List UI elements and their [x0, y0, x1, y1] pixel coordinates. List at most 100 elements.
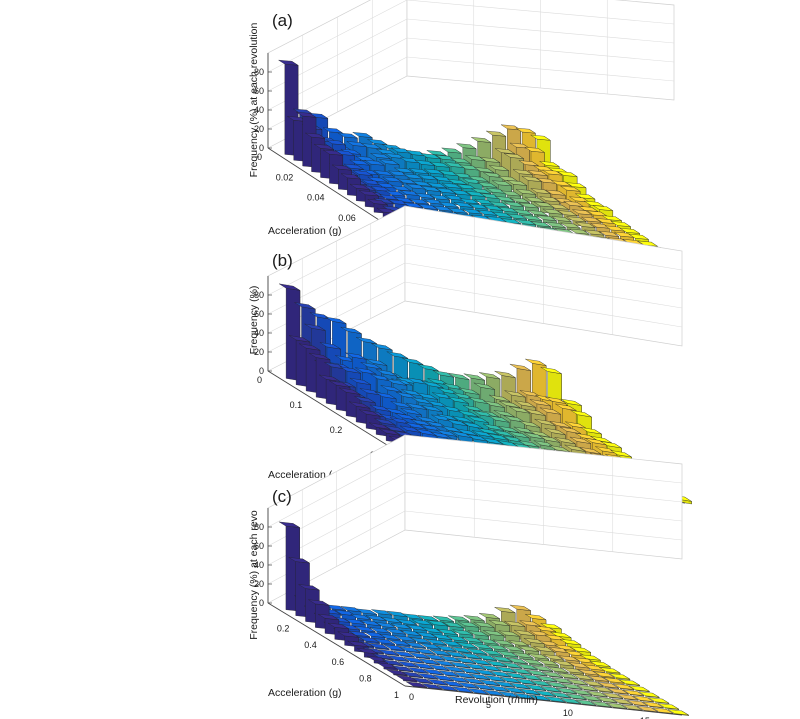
- bar-r8-a9-top: [490, 671, 511, 677]
- bar-r6-a12-top: [488, 685, 510, 692]
- bar-r17-a8-top: [602, 215, 622, 221]
- bar-r6-a0-top: [371, 609, 393, 616]
- bar-r7-a6-top: [445, 651, 467, 658]
- bar-r6-a7-top: [429, 194, 450, 201]
- bar-r15-a8-top: [588, 675, 609, 682]
- bar-r13-a5-top: [527, 653, 549, 660]
- bar-r14-a13-top: [621, 704, 643, 711]
- bar-r1-a10-top: [392, 665, 414, 672]
- bar-r4-a9-top: [428, 664, 450, 671]
- bar-r9-a8-top: [483, 205, 504, 211]
- bar-r6-a0-top: [371, 343, 393, 351]
- y-axis-label: Acceleration (g): [268, 225, 342, 237]
- z-tick-label: 20: [254, 347, 264, 357]
- bar-r5-a1-top: [366, 358, 387, 366]
- bar-r13-a3-top: [509, 406, 531, 414]
- bar-r3-a12-top: [442, 680, 464, 687]
- bar-r17-a10-top: [638, 691, 660, 698]
- bar-r5-a9-top: [444, 666, 465, 673]
- bar-r8-a0-top: [402, 357, 424, 365]
- bar-r11-a5-top: [498, 425, 520, 433]
- bar-r11-a13-top: [575, 699, 597, 706]
- bar-r4-a9-top: [418, 204, 438, 210]
- bar-r1-a1-top: [304, 323, 326, 331]
- bar-r3-a8-top: [394, 197, 415, 203]
- bar-r13-a9-top: [551, 216, 572, 222]
- bar-r17-a0-top: [530, 134, 551, 141]
- y-axis-line: [267, 370, 409, 459]
- bar-r15-a7-top: [579, 447, 601, 455]
- bar-r0-a11-top: [386, 669, 408, 676]
- bar-r5-a10-top: [453, 672, 475, 679]
- y-tick-label: 0.02: [276, 172, 294, 182]
- chart-panel-a: [267, 0, 675, 254]
- bar-r0-a3-top: [309, 352, 331, 360]
- bar-r13-a2-top: [489, 165, 509, 171]
- bar-r0-a3-top: [305, 132, 325, 139]
- bar-r8-a7-top: [470, 659, 492, 666]
- bar-r13-a11-top: [586, 690, 608, 697]
- bar-r8-a6-top: [460, 652, 482, 659]
- bar-r6-a11-top: [478, 679, 500, 686]
- bar-r11-a3-top: [477, 638, 499, 645]
- bar-r2-a13-top: [436, 685, 458, 692]
- bar-r10-a8-top: [511, 668, 532, 675]
- bar-r6-a9-top: [447, 207, 468, 214]
- bar-r14-a0-top: [494, 607, 516, 613]
- bar-r3-a6-top: [383, 644, 405, 651]
- bar-r6-a10-top: [469, 673, 490, 680]
- bar-r0-a4-top: [314, 144, 334, 150]
- bar-r0-a1-top: [288, 557, 310, 564]
- bar-r7-a3-top: [416, 631, 437, 638]
- bar-r9-a0-top: [417, 615, 439, 622]
- bar-r12-a4-top: [502, 645, 524, 652]
- x-tick-label: 10: [563, 708, 573, 718]
- bar-r14-a5-top: [544, 428, 566, 435]
- bar-r8-a11-top: [509, 682, 531, 689]
- bar-r5-a5-top: [406, 402, 427, 410]
- bar-r6-a2-top: [390, 623, 412, 630]
- bar-r7-a3-top: [416, 392, 438, 400]
- bar-r11-a11-top: [555, 687, 577, 694]
- bar-r15-a13-top: [637, 706, 658, 712]
- bar-r12-a2-top: [474, 167, 495, 173]
- z-tick-label: 40: [254, 328, 264, 338]
- z-tick-label: 80: [254, 522, 264, 532]
- bar-r10-a7-top: [501, 662, 523, 669]
- bar-r13-a6-top: [524, 196, 545, 203]
- bar-r14-a6-top: [553, 660, 574, 667]
- bar-r17-a4-top: [580, 427, 602, 435]
- bar-r13-a5-top: [515, 189, 536, 195]
- bar-r12-a7-top: [532, 665, 553, 672]
- bar-r12-a8-top: [541, 671, 563, 678]
- bar-r12-a3-top: [493, 410, 515, 418]
- bar-r13-a2-top: [499, 400, 521, 408]
- bar-r4-a4-top: [373, 170, 394, 176]
- bar-r16-a3-top: [554, 644, 576, 651]
- z-tick-label: 20: [254, 579, 264, 589]
- bar-r11-a9-top: [536, 675, 558, 682]
- bar-r14-a3-top: [524, 408, 546, 416]
- bar-r16-a5-top: [560, 185, 581, 192]
- bar-r12-a1-top: [473, 621, 495, 628]
- bar-r17-a10-top: [619, 228, 640, 234]
- bar-r12-a6-top: [522, 658, 544, 665]
- bar-r9-a7-top: [487, 433, 509, 441]
- bar-r9-a5-top: [466, 648, 488, 655]
- bar-r5-a0-top: [356, 337, 377, 344]
- bar-r0-a5-top: [329, 380, 351, 388]
- bar-r4-a4-top: [379, 633, 401, 640]
- bar-r4-a3-top: [369, 627, 391, 634]
- bar-r10-a6-top: [492, 429, 514, 437]
- bar-r12-a6-top: [510, 197, 530, 204]
- bar-r11-a10-top: [530, 221, 551, 227]
- bar-r9-a12-top: [534, 690, 556, 697]
- bar-r6-a5-top: [421, 405, 443, 412]
- bar-r12-a12-top: [581, 695, 602, 702]
- bar-r0-a0-top: [278, 59, 299, 66]
- bar-r6-a3-top: [400, 630, 422, 636]
- bar-r0-a6-top: [339, 387, 361, 395]
- bar-r6-a4-top: [410, 637, 432, 644]
- bar-r8-a2-top: [421, 627, 443, 634]
